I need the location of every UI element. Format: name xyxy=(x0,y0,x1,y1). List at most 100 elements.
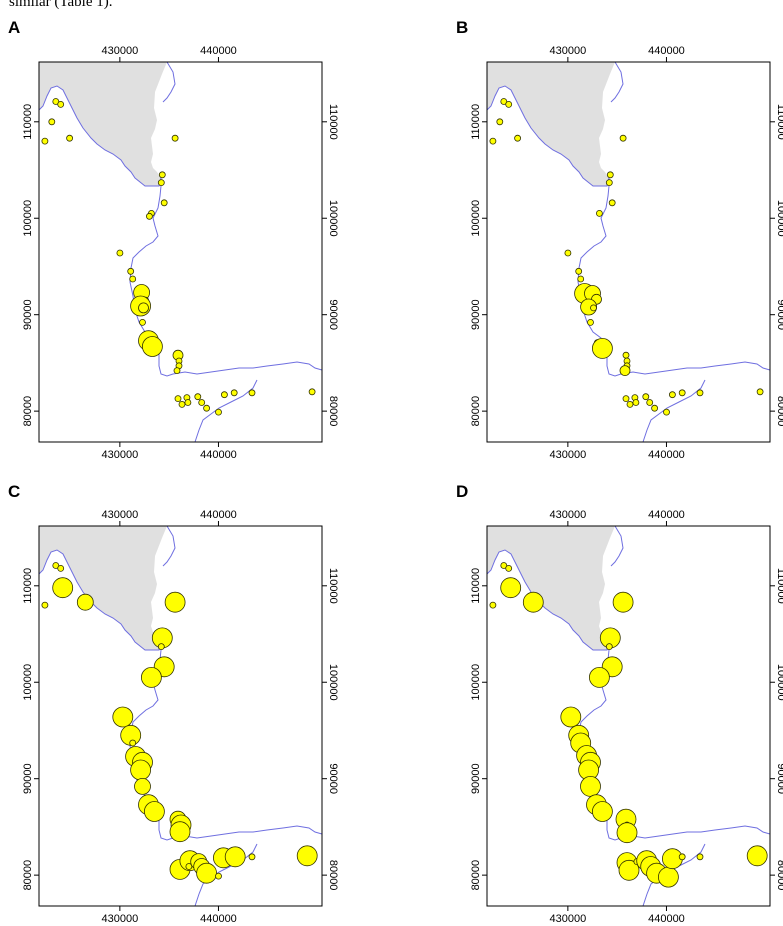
data-point xyxy=(605,179,613,187)
coastline-inlet xyxy=(610,62,624,103)
y-tick-label-right: 110000 xyxy=(775,104,783,140)
data-point xyxy=(577,275,585,283)
data-point xyxy=(500,98,508,105)
data-point xyxy=(196,862,218,884)
y-tick-label-right: 80000 xyxy=(775,860,783,891)
data-point xyxy=(57,101,65,108)
data-point xyxy=(591,337,613,359)
data-point xyxy=(130,759,152,781)
data-point xyxy=(618,859,640,881)
data-point xyxy=(580,775,601,797)
data-point xyxy=(140,666,162,688)
data-point xyxy=(145,212,153,220)
map-frame xyxy=(38,525,323,907)
data-point xyxy=(505,101,513,108)
y-tick-label-left: 80000 xyxy=(470,396,482,427)
y-tick-label-right: 110000 xyxy=(775,568,783,604)
data-point xyxy=(678,389,686,397)
data-point xyxy=(157,179,165,187)
coastline-inlet xyxy=(610,526,624,567)
x-tick-label-bottom: 440000 xyxy=(200,449,237,461)
map-panel-c: 430000 430000 440000 440000 110000 110000 1000… xyxy=(22,509,339,925)
land-area xyxy=(39,526,167,650)
y-tick-label-right: 100000 xyxy=(775,664,783,701)
data-point xyxy=(76,593,94,611)
data-point xyxy=(48,118,56,126)
data-point xyxy=(138,302,149,314)
data-point xyxy=(505,565,513,572)
data-point xyxy=(194,393,202,401)
data-point xyxy=(127,267,135,275)
data-point xyxy=(174,395,182,403)
data-point xyxy=(590,304,597,312)
data-point xyxy=(651,404,659,412)
x-tick-label-top: 440000 xyxy=(200,509,237,521)
map-panel-d: 430000 430000 440000 440000 110000 110000 1000… xyxy=(470,509,783,925)
y-tick-label-left: 80000 xyxy=(22,396,34,427)
map-panel-b: 430000 430000 440000 440000 110000 110000 1000… xyxy=(470,45,783,461)
data-point xyxy=(522,591,544,613)
data-point xyxy=(169,821,191,843)
data-point xyxy=(52,98,60,105)
y-tick-label-left: 110000 xyxy=(470,104,482,140)
panel-label-d: D xyxy=(456,482,469,501)
coastline xyxy=(39,85,322,377)
y-tick-label-right: 100000 xyxy=(327,200,339,237)
y-tick-label-right: 100000 xyxy=(327,664,339,701)
coastline xyxy=(487,85,770,377)
data-point xyxy=(230,389,238,397)
x-tick-label-top: 440000 xyxy=(648,509,685,521)
x-tick-label-bottom: 440000 xyxy=(648,449,685,461)
data-point xyxy=(678,853,686,861)
data-point xyxy=(696,853,704,861)
data-point xyxy=(112,706,134,728)
data-point xyxy=(203,404,211,412)
data-point xyxy=(591,801,613,822)
data-point xyxy=(587,318,594,326)
y-tick-label-left: 110000 xyxy=(22,568,34,604)
data-point xyxy=(116,249,124,257)
x-tick-label-bottom: 440000 xyxy=(648,913,685,925)
x-tick-label-bottom: 430000 xyxy=(101,449,138,461)
data-point xyxy=(52,577,74,599)
data-point xyxy=(160,199,168,207)
y-tick-label-left: 100000 xyxy=(22,200,34,237)
data-point xyxy=(220,391,228,399)
x-tick-label-top: 440000 xyxy=(648,45,685,57)
data-point xyxy=(489,601,497,609)
x-tick-label-top: 430000 xyxy=(549,509,586,521)
data-point xyxy=(560,706,582,728)
data-point xyxy=(500,562,508,569)
data-point xyxy=(756,388,764,396)
y-tick-label-right: 90000 xyxy=(775,763,783,794)
data-point xyxy=(646,399,654,406)
y-tick-label-right: 100000 xyxy=(775,200,783,237)
data-point xyxy=(141,336,163,357)
data-point xyxy=(668,391,676,399)
x-tick-label-bottom: 440000 xyxy=(200,913,237,925)
data-point xyxy=(129,739,137,747)
data-point xyxy=(622,351,630,359)
data-point xyxy=(626,400,634,408)
intro-text-fragment: similar (Table 1). xyxy=(9,0,113,10)
data-point xyxy=(173,367,181,375)
y-tick-label-left: 90000 xyxy=(22,299,34,330)
panel-label-c: C xyxy=(8,482,21,501)
x-tick-label-top: 440000 xyxy=(200,45,237,57)
y-tick-label-left: 110000 xyxy=(470,568,482,604)
map-frame xyxy=(486,525,771,907)
data-point xyxy=(41,137,49,145)
data-point xyxy=(632,399,640,406)
data-point xyxy=(612,591,634,613)
data-point xyxy=(296,845,318,867)
y-tick-label-left: 100000 xyxy=(470,200,482,237)
y-tick-label-right: 80000 xyxy=(775,396,783,427)
y-tick-label-right: 90000 xyxy=(327,299,339,330)
data-point xyxy=(514,134,521,142)
y-tick-label-right: 110000 xyxy=(327,568,339,604)
data-point xyxy=(575,267,583,275)
data-point xyxy=(143,801,165,822)
data-point xyxy=(224,846,246,868)
data-point xyxy=(215,408,222,416)
y-tick-label-left: 80000 xyxy=(470,860,482,891)
